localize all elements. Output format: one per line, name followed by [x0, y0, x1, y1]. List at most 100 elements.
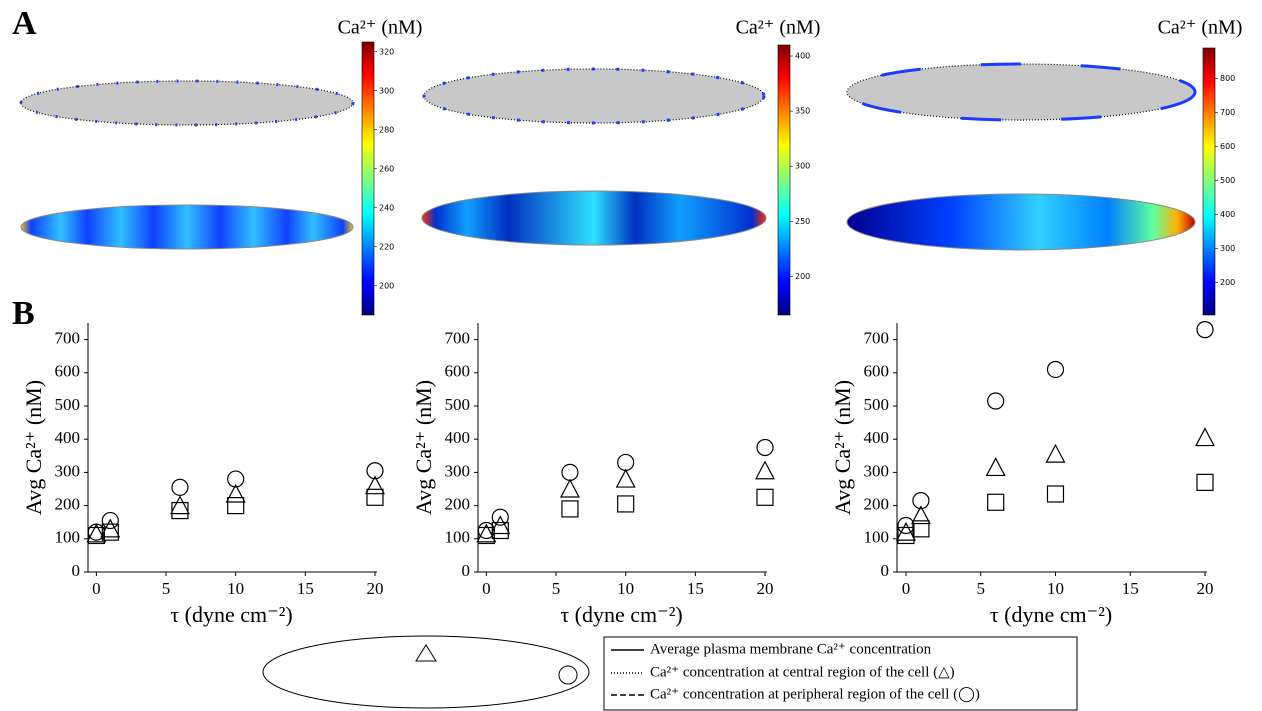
y-axis-label: Avg Ca²⁺ (nM): [411, 380, 436, 515]
y-tick-label: 500: [55, 395, 81, 414]
legend-label: Average plasma membrane Ca²⁺ concentrati…: [650, 641, 932, 657]
legend: Average plasma membrane Ca²⁺ concentrati…: [262, 635, 1078, 711]
x-tick-label: 0: [92, 579, 101, 598]
colorbar-tick-label: 220: [379, 242, 394, 251]
triangle-marker: [365, 475, 385, 495]
colorbar-title: Ca²⁺ (nM): [338, 17, 423, 39]
y-tick-label: 300: [864, 461, 890, 480]
colorbar-tick-label: 250: [795, 217, 810, 226]
circle-marker: [171, 478, 189, 496]
x-tick-label: 20: [1197, 579, 1214, 598]
colorbar-tick-label: 400: [795, 52, 810, 61]
triangle-marker: [559, 478, 580, 498]
circle-marker: [617, 453, 635, 472]
triangle-marker: [985, 457, 1006, 477]
colorbar-tick-label: 200: [795, 272, 810, 281]
x-tick-label: 20: [367, 579, 384, 598]
colorbar-tick-label: 200: [379, 281, 394, 290]
x-axis-label: τ (dyne cm⁻²): [170, 602, 292, 627]
x-axis-label: τ (dyne cm⁻²): [560, 602, 682, 627]
triangle-marker: [490, 515, 511, 535]
y-tick-label: 100: [55, 528, 81, 547]
square-marker: [101, 523, 119, 541]
circle-marker: [491, 508, 509, 526]
circle-marker: [227, 470, 245, 488]
circle-marker: [561, 463, 579, 481]
square-marker: [87, 526, 105, 545]
colorbar-tick-label: 350: [795, 107, 810, 116]
square-marker: [1196, 473, 1214, 491]
y-tick-label: 400: [445, 428, 471, 447]
circle-marker: [756, 438, 774, 457]
square-marker: [561, 500, 579, 518]
cell-models: [19, 62, 1197, 251]
colorbar-tick-label: 400: [1220, 210, 1235, 219]
triangle-marker: [225, 483, 246, 503]
y-tick-label: 100: [864, 528, 890, 547]
colorbar-tick-label: 200: [1220, 278, 1235, 287]
x-tick-label: 0: [902, 579, 911, 598]
legend-label: Ca²⁺ concentration at peripheral region …: [650, 686, 980, 702]
square-marker: [477, 526, 495, 545]
y-tick-label: 500: [445, 395, 471, 414]
y-tick-label: 700: [445, 329, 471, 348]
circle-marker: [366, 462, 384, 480]
colorbar-title: Ca²⁺ (nM): [736, 17, 821, 39]
square-marker: [1046, 485, 1065, 503]
y-tick-label: 400: [864, 428, 890, 447]
colorbar: [361, 41, 375, 316]
triangle-marker: [895, 521, 916, 541]
colorbar-tick-label: 300: [1220, 244, 1235, 253]
x-tick-label: 10: [227, 579, 244, 598]
circle-marker: [477, 521, 495, 540]
panel-label: B: [12, 295, 35, 332]
y-tick-label: 500: [864, 395, 890, 414]
colorbar-tick-label: 300: [795, 162, 810, 171]
y-tick-label: 0: [462, 561, 471, 580]
circle-marker: [1196, 321, 1214, 339]
y-tick-label: 300: [55, 461, 81, 480]
panel-label: A: [12, 5, 37, 42]
colorbar-tick-label: 500: [1220, 176, 1235, 185]
colorbar: [777, 44, 791, 316]
circle-marker: [87, 523, 105, 541]
y-tick-label: 200: [864, 495, 890, 514]
y-tick-label: 200: [445, 495, 471, 514]
y-axis-label: Avg Ca²⁺ (nM): [830, 380, 855, 515]
triangle-marker: [169, 495, 190, 515]
y-tick-label: 400: [55, 428, 81, 447]
colorbar-tick-label: 600: [1220, 142, 1235, 151]
circle-marker: [897, 516, 915, 535]
colorbar-tick-label: 260: [379, 164, 394, 173]
triangle-marker: [615, 468, 636, 488]
triangle-marker: [1195, 427, 1215, 447]
y-tick-label: 600: [55, 362, 81, 381]
y-tick-label: 0: [881, 561, 890, 580]
legend-label: Ca²⁺ concentration at central region of …: [650, 664, 955, 680]
colorbar-tick-label: 280: [379, 125, 394, 134]
square-marker: [756, 488, 774, 506]
colorbar-tick-label: 700: [1220, 108, 1235, 117]
x-tick-label: 5: [552, 579, 561, 598]
circle-marker: [101, 511, 119, 530]
triangle-marker: [1045, 443, 1066, 463]
colorbar-tick-label: 300: [379, 86, 394, 95]
square-marker: [171, 501, 189, 520]
y-tick-label: 600: [864, 362, 890, 381]
y-tick-label: 0: [72, 561, 81, 580]
circle-marker: [912, 492, 930, 510]
colorbar: [1202, 47, 1216, 316]
square-marker: [366, 488, 384, 506]
x-tick-label: 15: [297, 579, 314, 598]
x-tick-label: 0: [482, 579, 491, 598]
circle-marker: [987, 392, 1005, 410]
x-tick-label: 5: [162, 579, 171, 598]
square-marker: [897, 526, 915, 545]
y-tick-label: 100: [445, 528, 471, 547]
square-marker: [617, 495, 635, 513]
colorbar-title: Ca²⁺ (nM): [1158, 17, 1243, 39]
colorbar-tick-label: 320: [379, 47, 394, 56]
triangle-marker: [86, 523, 107, 543]
y-tick-label: 600: [445, 362, 471, 381]
